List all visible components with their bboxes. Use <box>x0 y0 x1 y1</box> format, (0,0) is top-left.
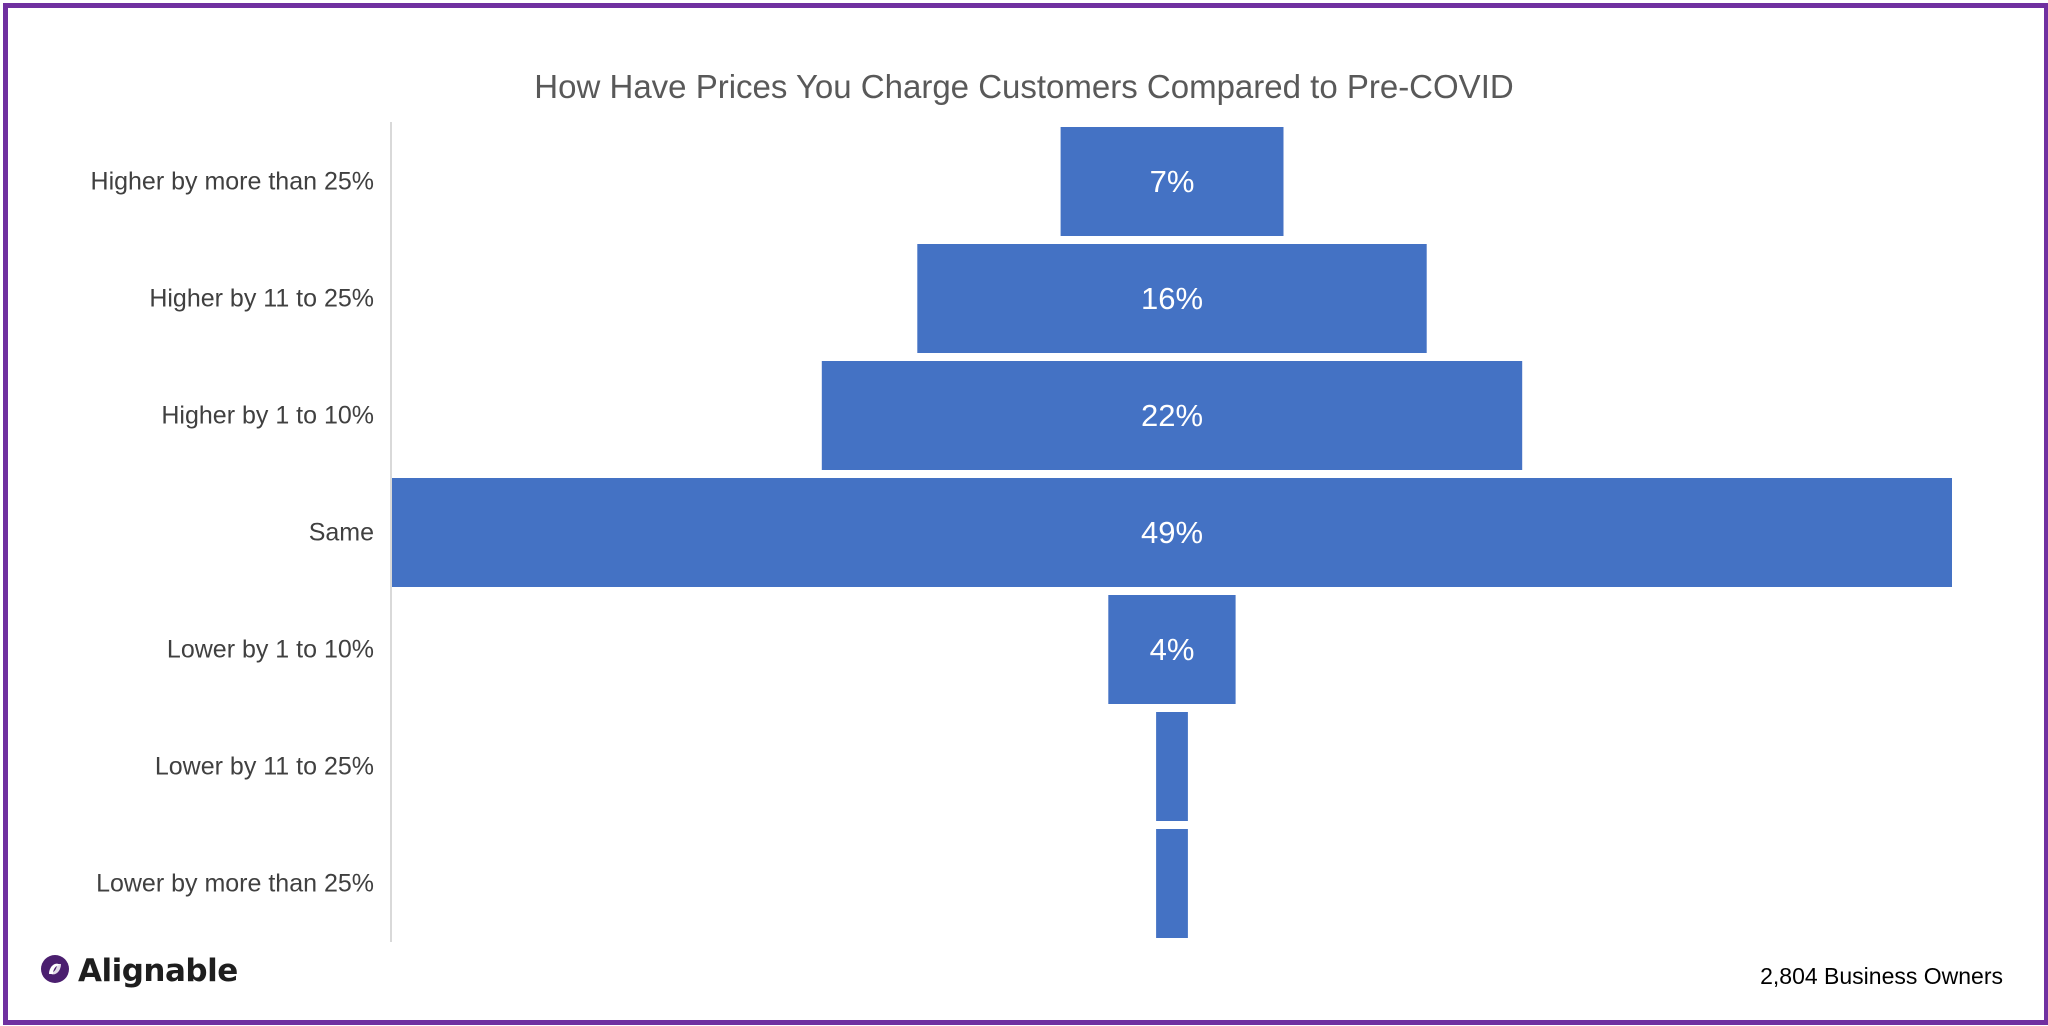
category-label-6: Lower by more than 25% <box>96 870 374 898</box>
category-label-2: Higher by 1 to 10% <box>161 402 374 430</box>
alignable-logo-icon <box>40 954 70 989</box>
data-label-3: 49% <box>1141 515 1203 550</box>
chart-title: How Have Prices You Charge Customers Com… <box>534 68 1514 105</box>
bars-layer <box>392 127 1952 938</box>
data-label-4: 4% <box>1150 632 1195 667</box>
bar-0 <box>1060 127 1284 236</box>
bar-2 <box>821 361 1523 470</box>
data-label-2: 22% <box>1141 398 1203 433</box>
category-label-4: Lower by 1 to 10% <box>167 636 374 664</box>
alignable-logo-text: Alignable <box>78 953 238 989</box>
bar-6 <box>1156 829 1188 938</box>
bar-1 <box>917 244 1427 353</box>
data-label-0: 7% <box>1150 164 1195 199</box>
category-label-3: Same <box>309 519 374 547</box>
category-label-5: Lower by 11 to 25% <box>155 753 374 781</box>
bar-5 <box>1156 712 1188 821</box>
sample-size-note: 2,804 Business Owners <box>1760 963 2003 989</box>
bar-3 <box>392 478 1952 587</box>
bar-4 <box>1108 595 1236 704</box>
data-label-1: 16% <box>1141 281 1203 316</box>
category-label-1: Higher by 11 to 25% <box>149 285 374 313</box>
category-label-0: Higher by more than 25% <box>91 168 374 196</box>
alignable-logo: Alignable <box>40 953 238 989</box>
